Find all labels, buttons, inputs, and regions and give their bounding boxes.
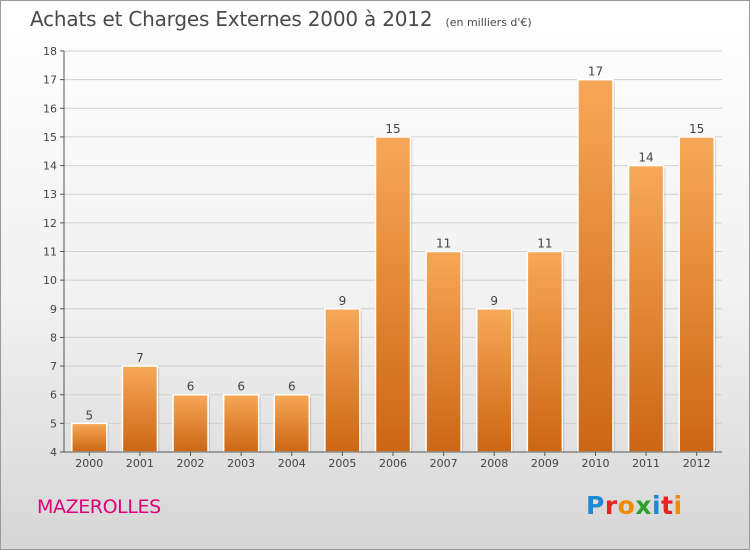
bar-2007 — [425, 250, 462, 453]
y-tick-label: 6 — [50, 389, 57, 402]
x-tick-label: 2005 — [328, 457, 356, 470]
x-tick-label: 2010 — [581, 457, 609, 470]
bar-value-label: 17 — [588, 65, 603, 79]
logo-letter: t — [661, 491, 674, 520]
logo-letter: i — [673, 491, 683, 520]
logo-letter: P — [586, 491, 605, 520]
bars: 5 7 6 6 6 9 15 11 9 11 17 14 15 — [71, 65, 717, 453]
x-tick-label: 2003 — [227, 457, 255, 470]
bar-2008 — [475, 308, 513, 453]
bar-value-label: 9 — [339, 294, 347, 308]
bar-value-label: 11 — [537, 237, 552, 251]
bar-2000 — [71, 422, 108, 453]
bar-2011 — [627, 164, 665, 453]
bar-value-label: 6 — [187, 380, 195, 394]
x-tick-label: 2008 — [480, 457, 508, 470]
y-tick-label: 16 — [43, 102, 57, 115]
y-tick-label: 13 — [43, 188, 57, 201]
x-tick-label: 2012 — [683, 457, 711, 470]
y-tick-label: 10 — [43, 274, 57, 287]
y-axis: 4 5 6 7 8 9 10 11 12 13 14 15 16 17 18 — [43, 45, 65, 459]
bar-value-label: 5 — [85, 408, 93, 422]
title-row: Achats et Charges Externes 2000 à 2012 (… — [30, 7, 532, 31]
x-axis: 2000 2001 2002 2003 2004 2005 2006 2007 2008 2009… — [64, 451, 722, 470]
bar-2001 — [121, 365, 159, 453]
y-tick-label: 15 — [43, 131, 57, 144]
x-tick-label: 2011 — [632, 457, 660, 470]
bar-value-label: 7 — [136, 351, 144, 365]
y-tick-label: 9 — [50, 303, 57, 316]
y-tick-label: 12 — [43, 217, 57, 230]
bar-value-label: 6 — [237, 380, 245, 394]
x-tick-label: 2002 — [177, 457, 205, 470]
x-tick-label: 2004 — [278, 457, 306, 470]
bar-2004 — [273, 393, 311, 453]
bar-2003 — [222, 393, 260, 453]
bar-2002 — [172, 393, 209, 453]
bar-value-label: 14 — [638, 151, 653, 165]
x-tick-label: 2000 — [75, 457, 103, 470]
y-tick-label: 17 — [43, 74, 57, 87]
y-tick-label: 11 — [43, 246, 57, 259]
bar-value-label: 15 — [689, 122, 704, 136]
bar-2009 — [526, 250, 564, 453]
bar-value-label: 11 — [436, 237, 451, 251]
bar-value-label: 6 — [288, 380, 296, 394]
y-tick-label: 4 — [50, 446, 57, 459]
bar-value-label: 15 — [385, 122, 400, 136]
bar-2010 — [577, 78, 614, 453]
y-tick-label: 14 — [43, 160, 57, 173]
x-tick-label: 2006 — [379, 457, 407, 470]
logo-letter: x — [635, 491, 652, 520]
commune-name: MAZEROLLES — [37, 496, 161, 518]
proxiti-logo[interactable]: Proxiti — [586, 491, 683, 520]
bar-value-label: 9 — [490, 294, 498, 308]
logo-letter: o — [617, 491, 636, 520]
bar-2006 — [374, 136, 412, 453]
y-tick-label: 5 — [50, 417, 57, 430]
y-tick-label: 18 — [43, 45, 57, 58]
logo-letter: r — [604, 491, 618, 520]
logo-letter: i — [652, 491, 662, 520]
x-tick-label: 2009 — [531, 457, 559, 470]
x-tick-label: 2007 — [430, 457, 458, 470]
chart-title: Achats et Charges Externes 2000 à 2012 — [30, 7, 433, 31]
x-tick-label: 2001 — [126, 457, 154, 470]
y-tick-label: 8 — [50, 331, 57, 344]
bar-2005 — [324, 308, 361, 453]
y-tick-label: 7 — [50, 360, 57, 373]
bar-2012 — [678, 136, 715, 453]
chart-subtitle: (en milliers d'€) — [445, 16, 532, 29]
